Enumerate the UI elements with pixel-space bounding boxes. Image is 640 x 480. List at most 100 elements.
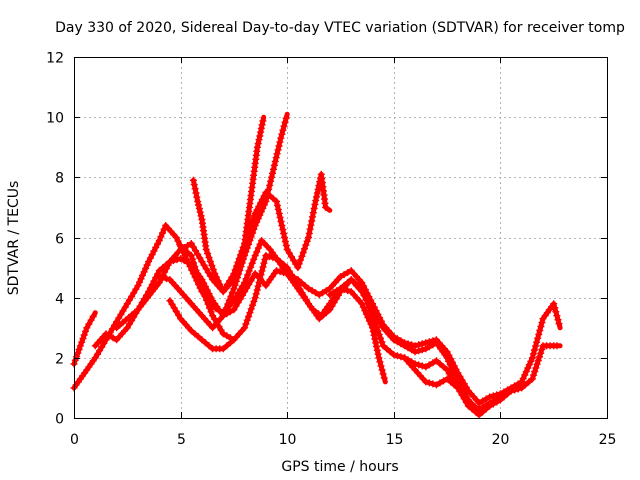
plus-marker <box>536 353 543 361</box>
plus-marker <box>170 304 178 312</box>
plus-marker <box>204 250 212 257</box>
plus-marker <box>279 126 287 134</box>
plus-marker <box>191 330 199 338</box>
plus-marker <box>253 286 261 294</box>
plus-marker <box>206 304 213 312</box>
plus-marker <box>187 240 195 247</box>
plus-marker <box>232 302 240 310</box>
plus-marker <box>249 217 257 225</box>
plus-marker <box>130 289 138 297</box>
plus-marker <box>236 286 244 294</box>
plus-marker <box>273 255 280 263</box>
plus-marker <box>247 305 255 313</box>
plus-marker <box>379 342 387 350</box>
plus-marker <box>273 197 280 205</box>
plus-marker <box>276 213 284 221</box>
plus-marker <box>307 221 315 229</box>
plus-marker <box>243 232 251 240</box>
plus-marker <box>257 124 265 132</box>
series-track-7 <box>177 243 525 413</box>
plus-marker <box>136 278 143 286</box>
plus-marker <box>281 234 288 241</box>
plus-marker <box>190 259 198 267</box>
plus-marker <box>187 252 195 259</box>
plus-marker <box>234 258 242 266</box>
plus-marker <box>298 289 306 297</box>
y-tick-label: 10 <box>46 111 64 127</box>
plus-marker <box>207 308 215 316</box>
plus-marker <box>359 289 367 296</box>
plus-marker <box>443 366 451 374</box>
plus-marker <box>302 296 310 304</box>
plus-marker <box>189 176 197 184</box>
plus-marker <box>429 337 437 345</box>
plus-marker <box>219 330 227 338</box>
plus-marker <box>311 200 319 208</box>
plus-marker <box>445 370 453 377</box>
plus-marker <box>192 189 200 197</box>
plus-marker <box>514 385 522 393</box>
plus-marker <box>456 373 464 380</box>
plus-marker <box>202 246 210 253</box>
plus-marker <box>294 282 302 290</box>
plus-marker <box>534 357 542 364</box>
plus-marker <box>462 383 470 391</box>
plus-marker <box>195 201 202 209</box>
plus-marker <box>282 114 290 122</box>
plus-marker <box>211 315 219 323</box>
plus-marker <box>269 254 277 262</box>
plus-marker <box>448 358 456 366</box>
plus-marker <box>214 277 222 285</box>
plus-marker <box>128 293 136 300</box>
plus-marker <box>199 289 207 296</box>
plus-marker <box>280 230 288 237</box>
x-tick-label: 10 <box>279 432 297 448</box>
plus-marker <box>125 296 133 304</box>
plus-marker <box>246 225 254 232</box>
x-tick-label: 20 <box>492 432 510 448</box>
plus-marker <box>143 261 151 269</box>
plus-marker <box>234 290 242 297</box>
plus-marker <box>440 377 447 385</box>
plus-marker <box>85 320 93 328</box>
plus-marker <box>376 358 384 366</box>
plus-marker <box>82 327 89 335</box>
plus-marker <box>370 331 378 339</box>
plus-marker <box>139 271 146 279</box>
plus-marker <box>530 371 538 379</box>
plus-marker <box>290 256 298 264</box>
chart-title: Day 330 of 2020, Sidereal Day-to-day VTE… <box>55 20 625 36</box>
plus-marker <box>184 249 192 256</box>
plus-marker <box>299 249 307 256</box>
plus-marker <box>256 211 264 219</box>
plus-marker <box>358 300 366 308</box>
plus-marker <box>242 320 250 328</box>
plus-marker <box>177 243 185 250</box>
plus-marker <box>195 205 203 213</box>
plus-marker <box>216 280 224 288</box>
plus-marker <box>305 234 312 241</box>
plus-marker <box>302 241 310 249</box>
plus-marker <box>454 384 462 392</box>
plus-marker <box>201 292 209 300</box>
plus-marker <box>365 317 373 325</box>
plus-marker <box>309 213 316 221</box>
plus-marker <box>277 218 285 225</box>
plus-marker <box>367 308 375 316</box>
plus-marker <box>224 300 232 308</box>
plus-marker <box>393 352 401 360</box>
y-tick-label: 12 <box>46 51 64 67</box>
plus-marker <box>188 255 196 263</box>
plus-marker <box>233 262 241 270</box>
plus-marker <box>425 361 433 369</box>
plus-marker <box>507 387 515 395</box>
plus-marker <box>140 268 148 276</box>
plus-marker <box>83 324 91 332</box>
plus-marker <box>265 253 273 261</box>
x-tick-label: 5 <box>177 432 186 448</box>
plus-marker <box>415 341 423 349</box>
plus-marker <box>306 225 314 233</box>
plus-marker <box>390 333 398 341</box>
plus-marker <box>172 308 180 315</box>
plus-marker <box>305 229 313 237</box>
